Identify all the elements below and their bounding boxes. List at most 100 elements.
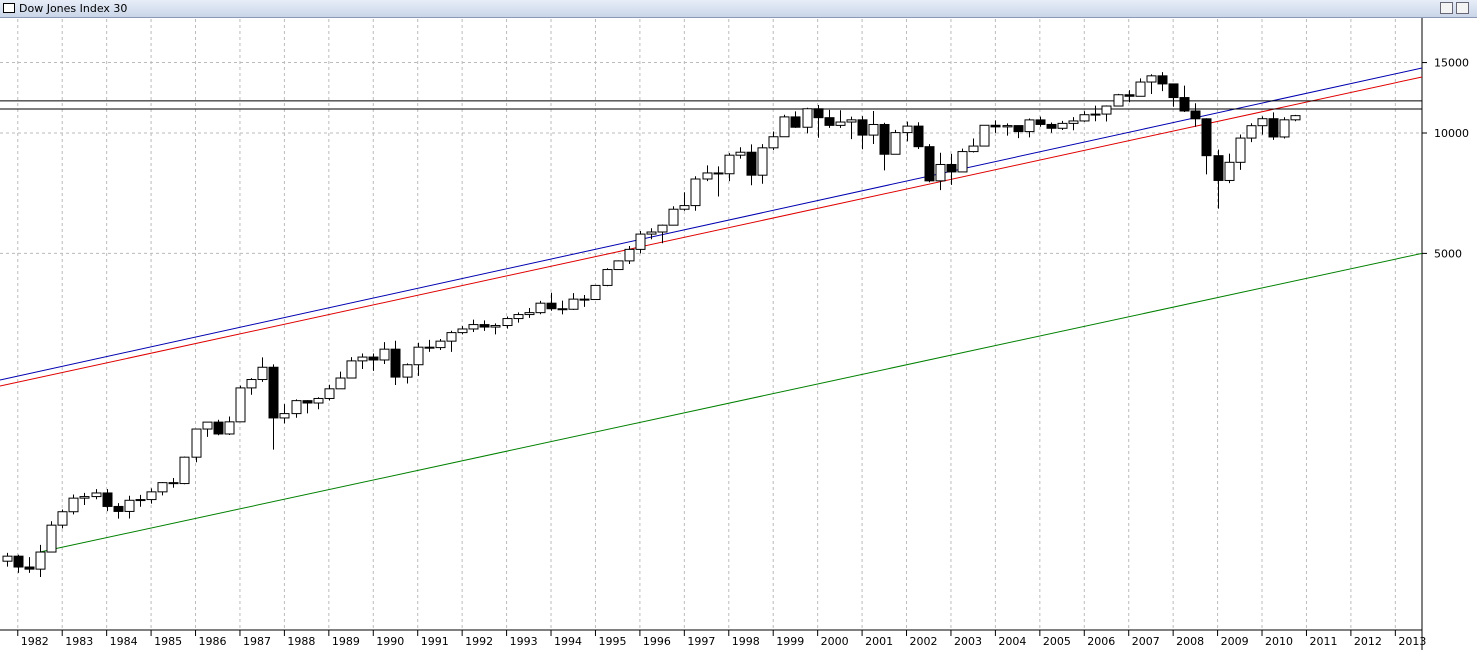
x-tick-label: 1985	[154, 635, 182, 648]
candle-body	[824, 117, 835, 126]
candle-body	[546, 302, 557, 310]
candle-body	[335, 377, 346, 390]
candle-body	[68, 497, 79, 513]
window-icon	[3, 3, 15, 13]
candle-body	[502, 318, 513, 327]
x-tick-label: 2007	[1132, 635, 1160, 648]
x-tick-label: 1991	[421, 635, 449, 648]
candle-body	[490, 325, 501, 328]
close-button[interactable]	[1456, 2, 1469, 14]
candle-body	[1168, 83, 1179, 99]
candle-body	[157, 482, 168, 493]
candle-body	[202, 421, 213, 430]
candle-body	[146, 491, 157, 501]
candle-body	[468, 324, 479, 330]
candle-body	[990, 124, 1001, 128]
x-tick-label: 2009	[1221, 635, 1249, 648]
x-tick-label: 2003	[954, 635, 982, 648]
candle-body	[924, 146, 935, 182]
candle-body	[13, 555, 24, 568]
trend-line	[0, 76, 1423, 387]
candle-body	[1057, 122, 1068, 129]
candle-body	[424, 346, 435, 349]
candle-body	[402, 364, 413, 378]
candle-body	[57, 511, 68, 526]
candle-body	[835, 121, 846, 126]
x-tick-label: 1986	[199, 635, 227, 648]
candle-body	[213, 421, 224, 435]
candle-body	[1035, 119, 1046, 125]
candle-body	[946, 163, 957, 173]
restore-button[interactable]	[1440, 2, 1453, 14]
candle-body	[368, 356, 379, 361]
x-tick-label: 2012	[1354, 635, 1382, 648]
candle-body	[813, 108, 824, 119]
candle-body	[868, 123, 879, 136]
x-tick-label: 1987	[243, 635, 271, 648]
candle-body	[291, 400, 302, 415]
candle-body	[802, 108, 813, 128]
candle-body	[913, 125, 924, 148]
candle-body	[1068, 120, 1079, 124]
candle-body	[624, 248, 635, 262]
x-tick-label: 1982	[21, 635, 49, 648]
candle-body	[413, 346, 424, 366]
candle-body	[46, 524, 57, 553]
candle-body	[1213, 155, 1224, 181]
candle-body	[1224, 161, 1235, 181]
candle-body	[191, 428, 202, 458]
candle-body	[135, 499, 146, 502]
candle-body	[302, 400, 313, 404]
candle-body	[857, 119, 868, 136]
candle-body	[102, 492, 113, 507]
candle-body	[879, 123, 890, 155]
candle-body	[902, 125, 913, 134]
candle-body	[790, 116, 801, 128]
candle-body	[1201, 118, 1212, 157]
candle-body	[1135, 81, 1146, 97]
candle-body	[279, 413, 290, 419]
candle-body	[457, 328, 468, 334]
x-tick-label: 1984	[110, 635, 138, 648]
candle-body	[168, 482, 179, 485]
candle-body	[746, 151, 757, 176]
candle-body	[379, 348, 390, 361]
x-tick-label: 2008	[1176, 635, 1204, 648]
candle-body	[702, 172, 713, 180]
candle-body	[846, 119, 857, 123]
candle-body	[568, 298, 579, 310]
candle-body	[35, 551, 46, 570]
candle-body	[735, 151, 746, 156]
candle-body	[1024, 119, 1035, 133]
candle-body	[1190, 110, 1201, 120]
x-tick-label: 2002	[910, 635, 938, 648]
candle-body	[113, 505, 124, 512]
candle-body	[1124, 94, 1135, 97]
x-tick-label: 2010	[1265, 635, 1293, 648]
candle-body	[124, 499, 135, 512]
x-tick-label: 1992	[465, 635, 493, 648]
candle-body	[1157, 75, 1168, 85]
candle-body	[635, 233, 646, 250]
candle-body	[357, 356, 368, 362]
candle-body	[2, 555, 13, 562]
trend-line	[39, 252, 1423, 553]
candle-body	[646, 231, 657, 235]
candle-body	[890, 132, 901, 155]
candle-body	[557, 308, 568, 311]
candle-body	[235, 387, 246, 423]
candle-body	[479, 324, 490, 328]
candle-body	[779, 116, 790, 138]
candle-body	[91, 492, 102, 498]
candle-body	[257, 366, 268, 381]
candle-body	[1090, 113, 1101, 116]
candle-body	[1146, 75, 1157, 83]
y-tick-label: 5000	[1434, 247, 1462, 260]
candle-body	[1257, 118, 1268, 127]
candle-body	[346, 360, 357, 379]
candle-body	[979, 124, 990, 147]
x-tick-label: 1995	[598, 635, 626, 648]
candle-body	[513, 314, 524, 320]
candle-body	[690, 178, 701, 207]
